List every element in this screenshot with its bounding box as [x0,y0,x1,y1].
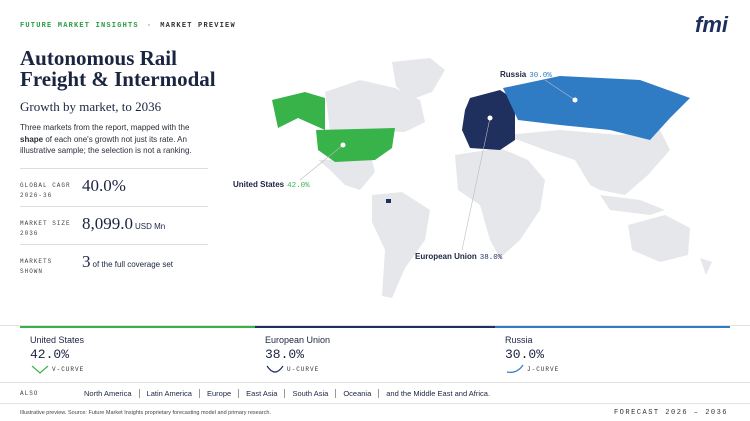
region: North America [84,389,132,398]
market-rate: 38.0% [479,254,503,262]
map-label: United States 42.0% [233,180,310,190]
brand: FUTURE MARKET INSIGHTS [20,22,139,30]
region: and the Middle East and Africa. [378,389,497,398]
stat-label-line: 2036 [20,230,39,237]
stat: MARKET SIZE 2036 8,099.0 USD Mn [20,206,208,244]
divider [0,403,750,404]
stat-number: 40.0% [82,176,126,195]
region: Europe [198,389,238,398]
region: East Asia [238,389,284,398]
market-card: European Union 38.0% U-CURVE [255,326,495,378]
curve-icon [31,365,49,374]
curve-label: V-CURVE [52,366,85,373]
market-name: European Union [415,252,477,261]
divider [0,325,750,326]
stat-label-line: 2026-36 [20,192,53,199]
stat-label-line: MARKET SIZE [20,220,71,227]
region: Latin America [138,389,199,398]
stat: MARKETS SHOWN 3 of the full coverage set [20,244,208,282]
world-map [272,58,712,298]
curve-icon [506,364,524,373]
market-rate: 38.0% [265,347,305,362]
market-card: United States 42.0% V-CURVE [20,326,255,378]
stat-number: 3 [82,252,91,271]
market-name: United States [233,180,285,189]
stat-value: 3 of the full coverage set [82,252,173,272]
market-card: Russia 30.0% J-CURVE [495,326,730,378]
regions: North America Latin America Europe East Asi… [84,389,497,398]
section: MARKET PREVIEW [160,22,236,30]
divider [0,382,750,383]
market-rate: 42.0% [30,347,70,362]
description-emphasis: shape [20,134,44,144]
stat-label: MARKET SIZE 2036 [20,219,71,239]
description-text: of each one's growth not just its rate. … [20,134,192,156]
market-rate: 42.0% [287,182,310,190]
region: South Asia [284,389,335,398]
description-text: Three markets from the report, mapped wi… [20,123,190,132]
header: FUTURE MARKET INSIGHTS · MARKET PREVIEW [20,22,236,30]
forecast: FORECAST 2026 – 2036 [613,409,728,417]
curve-label: U-CURVE [287,366,320,373]
market-name: United States [30,335,85,345]
curve-label: J-CURVE [527,366,560,373]
stat-number: 8,099.0 [82,214,133,233]
description: Three markets from the report, mapped wi… [20,122,210,157]
stat-label: MARKETS SHOWN [20,257,52,277]
market-name: Russia [500,70,527,79]
map-label: European Union 38.0% [415,252,502,262]
source: Illustrative preview. Source: Future Mar… [20,410,271,416]
curve-icon [266,365,284,373]
logo[interactable]: fmi [695,12,728,37]
stat-value: 40.0% [82,176,126,196]
region: Oceania [335,389,378,398]
market-name: Russia [505,335,533,345]
stat-unit: of the full coverage set [92,260,174,269]
stat: GLOBAL CAGR 2026-36 40.0% [20,168,208,206]
stat-unit: USD Mn [135,222,166,231]
separator: · [146,22,153,30]
subtitle: Growth by market, to 2036 [20,99,162,114]
stat-label-line: SHOWN [20,268,44,275]
stat-label-line: GLOBAL CAGR [20,182,71,189]
stat-value: 8,099.0 USD Mn [82,214,165,234]
market-name: European Union [265,335,331,345]
map-label: Russia 30.0% [500,70,552,80]
also-label: ALSO [20,390,39,397]
market-rate: 30.0% [529,72,552,80]
stat-label-line: MARKETS [20,258,53,265]
stat-label: GLOBAL CAGR 2026-36 [20,181,71,201]
market-rate: 30.0% [505,347,545,362]
title: Autonomous Rail Freight & Intermodal [20,46,216,91]
